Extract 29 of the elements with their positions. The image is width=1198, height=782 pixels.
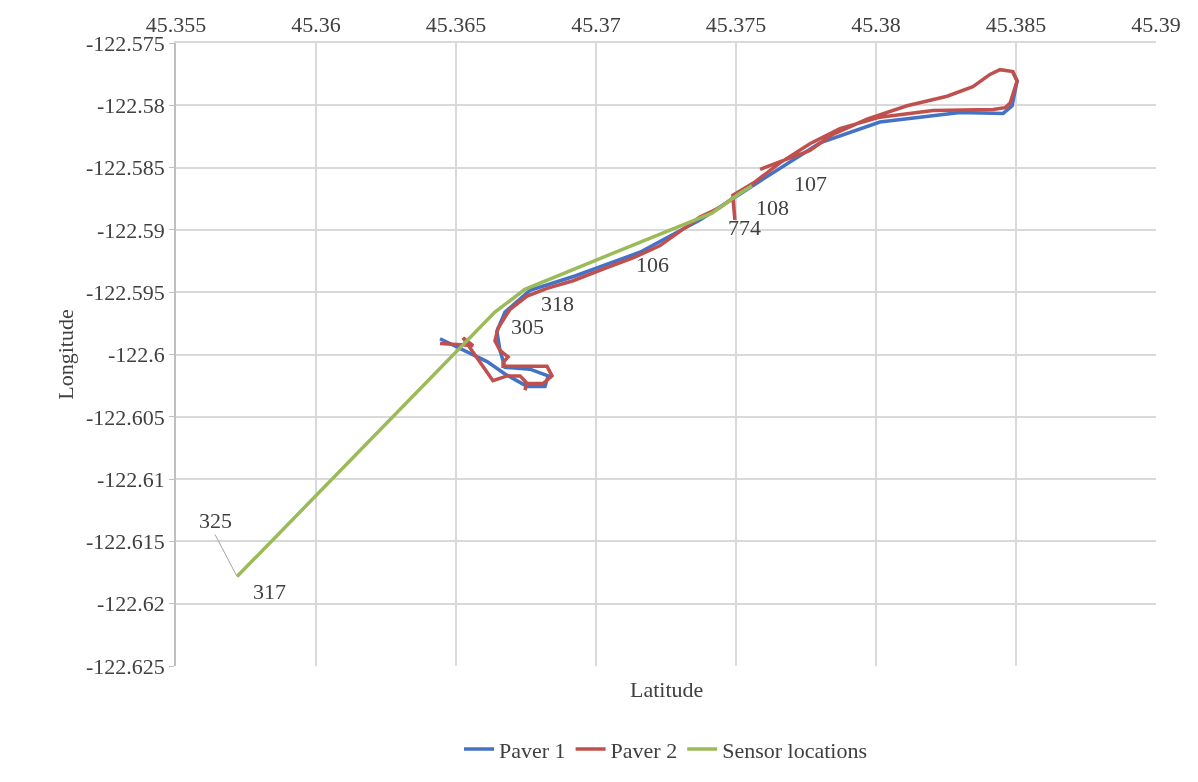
y-tick-label: -122.585: [86, 155, 165, 181]
x-tick-label: 45.37: [571, 12, 621, 38]
x-tick-label: 45.365: [425, 12, 487, 38]
x-tick-label: 45.39: [1131, 12, 1181, 38]
x-tick-label: 45.385: [985, 12, 1047, 38]
y-tick-label: -122.615: [86, 529, 165, 555]
y-tick-label: -122.6: [108, 342, 165, 368]
x-tick-label: 45.375: [705, 12, 767, 38]
annotation: 318: [541, 291, 574, 316]
y-tick-label: -122.59: [97, 217, 165, 243]
y-tick-label: -122.58: [97, 93, 165, 118]
legend-label: Paver 2: [610, 737, 678, 763]
x-tick-label: 45.355: [145, 12, 207, 38]
legend-label: Sensor locations: [722, 737, 868, 763]
y-axis-title: Longitude: [53, 309, 79, 400]
x-tick-label: 45.38: [851, 12, 901, 38]
x-axis-title: Latitude: [630, 677, 704, 702]
annotation: 107: [794, 171, 827, 196]
annotation: 106: [636, 252, 669, 277]
x-tick-label: 45.36: [291, 12, 341, 38]
y-tick-label: -122.605: [86, 404, 165, 430]
y-tick-label: -122.61: [97, 466, 165, 492]
annotation: 305: [511, 314, 544, 339]
legend-label: Paver 1: [499, 737, 566, 763]
y-tick-label: -122.625: [86, 653, 165, 679]
annotation: 325: [199, 508, 232, 533]
annotation: 317: [253, 579, 286, 604]
y-tick-label: -122.62: [97, 591, 165, 617]
y-tick-label: -122.595: [86, 279, 165, 305]
